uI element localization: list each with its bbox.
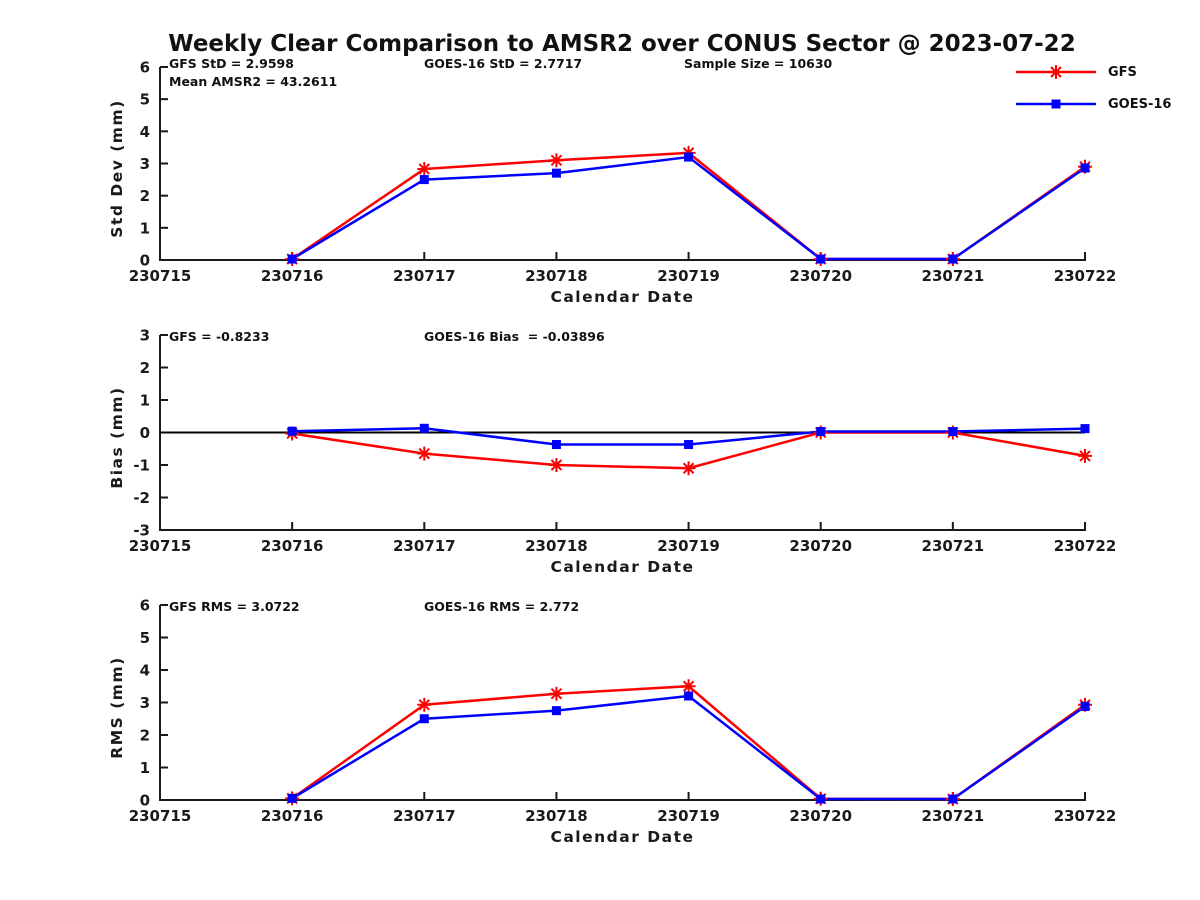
svg-text:Std Dev (mm): Std Dev (mm)	[108, 99, 126, 237]
svg-text:6: 6	[140, 59, 150, 77]
svg-text:230722: 230722	[1054, 267, 1117, 285]
svg-text:2: 2	[140, 187, 150, 205]
svg-text:230715: 230715	[129, 267, 192, 285]
svg-text:4: 4	[140, 123, 150, 141]
svg-text:230719: 230719	[657, 537, 720, 555]
legend-label-gfs: GFS	[1108, 64, 1137, 80]
red-line-asterisk-icon	[1016, 65, 1096, 79]
svg-text:2: 2	[140, 727, 150, 745]
svg-text:1: 1	[140, 219, 150, 237]
svg-text:Bias (mm): Bias (mm)	[108, 386, 126, 488]
svg-text:230715: 230715	[129, 807, 192, 825]
svg-text:230719: 230719	[657, 267, 720, 285]
svg-text:230718: 230718	[525, 537, 588, 555]
svg-text:Calendar Date: Calendar Date	[550, 558, 694, 576]
svg-text:0: 0	[140, 792, 150, 810]
annotation-goes-bias: GOES-16 Bias = -0.03896	[424, 329, 605, 344]
svg-text:230716: 230716	[261, 807, 324, 825]
svg-text:2: 2	[140, 359, 150, 377]
svg-text:0: 0	[140, 424, 150, 442]
svg-text:230718: 230718	[525, 807, 588, 825]
svg-text:230720: 230720	[789, 807, 852, 825]
svg-text:230721: 230721	[922, 267, 985, 285]
svg-text:5: 5	[140, 629, 150, 647]
svg-text:230715: 230715	[129, 537, 192, 555]
annotation-gfs-bias: GFS = -0.8233	[169, 329, 270, 344]
svg-text:230716: 230716	[261, 267, 324, 285]
svg-text:3: 3	[140, 155, 150, 173]
svg-text:230718: 230718	[525, 267, 588, 285]
legend: GFS GOES-16	[1014, 64, 1171, 128]
svg-text:230721: 230721	[922, 537, 985, 555]
svg-text:-1: -1	[133, 457, 150, 475]
svg-text:0: 0	[140, 252, 150, 270]
annotation-mean-amsr2: Mean AMSR2 = 43.2611	[169, 74, 338, 89]
svg-text:5: 5	[140, 91, 150, 109]
svg-text:230720: 230720	[789, 537, 852, 555]
svg-text:1: 1	[140, 759, 150, 777]
svg-text:Calendar Date: Calendar Date	[550, 288, 694, 306]
svg-text:4: 4	[140, 662, 150, 680]
svg-text:6: 6	[140, 597, 150, 615]
svg-text:230717: 230717	[393, 537, 456, 555]
svg-text:230720: 230720	[789, 267, 852, 285]
page-title: Weekly Clear Comparison to AMSR2 over CO…	[168, 31, 1076, 57]
annotation-gfs-rms: GFS RMS = 3.0722	[169, 599, 300, 614]
svg-text:230722: 230722	[1054, 807, 1117, 825]
svg-text:230717: 230717	[393, 267, 456, 285]
annotation-goes-std: GOES-16 StD = 2.7717	[424, 56, 583, 71]
svg-text:1: 1	[140, 392, 150, 410]
svg-text:RMS (mm): RMS (mm)	[108, 656, 126, 758]
svg-text:Calendar Date: Calendar Date	[550, 828, 694, 846]
svg-text:230719: 230719	[657, 807, 720, 825]
legend-entry-gfs: GFS	[1014, 64, 1171, 80]
svg-text:-3: -3	[133, 522, 150, 540]
annotation-sample-size: Sample Size = 10630	[684, 56, 833, 71]
legend-entry-goes16: GOES-16	[1014, 96, 1171, 112]
annotation-goes-rms: GOES-16 RMS = 2.772	[424, 599, 580, 614]
annotation-gfs-std: GFS StD = 2.9598	[169, 56, 294, 71]
svg-text:3: 3	[140, 327, 150, 345]
svg-text:230716: 230716	[261, 537, 324, 555]
svg-text:230722: 230722	[1054, 537, 1117, 555]
blue-line-square-icon	[1016, 99, 1096, 109]
svg-text:230717: 230717	[393, 807, 456, 825]
svg-text:230721: 230721	[922, 807, 985, 825]
svg-text:-2: -2	[133, 489, 150, 507]
svg-text:3: 3	[140, 694, 150, 712]
legend-label-goes16: GOES-16	[1108, 96, 1172, 112]
